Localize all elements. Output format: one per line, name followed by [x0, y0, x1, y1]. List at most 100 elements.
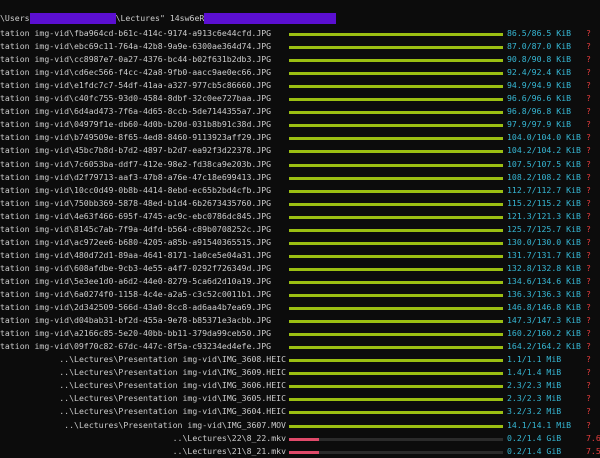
- file-path: tation img-vid\7c6053ba-ddf7-412e-98e2-f…: [0, 158, 272, 169]
- progress-fill: [289, 294, 503, 297]
- transfer-size: 96.8/96.8 KiB: [507, 106, 572, 117]
- progress-fill: [289, 424, 503, 428]
- file-path: tation img-vid\04979f1e-db60-4d0b-b20d-0…: [0, 119, 272, 130]
- transfer-row: tation img-vid\45bc7b8d-b7d2-4897-b2d7-e…: [0, 144, 600, 157]
- speed-indicator: ?: [586, 197, 591, 208]
- transfer-row: tation img-vid\5e3ee1d0-a6d2-44e0-8279-5…: [0, 275, 600, 288]
- transfer-row: tation img-vid\6a0274f0-1158-4c4e-a2a5-c…: [0, 288, 600, 301]
- progress-bar: [289, 450, 503, 454]
- transfer-size: 90.8/90.8 KiB: [507, 54, 572, 65]
- progress-bar: [289, 254, 503, 258]
- transfer-row: tation img-vid\d2f79713-aaf3-47b8-a76e-4…: [0, 171, 600, 184]
- transfer-row: ..\Lectures\Presentation img-vid\IMG_360…: [0, 392, 600, 405]
- transfer-size: 104.0/104.0 KiB: [507, 132, 581, 143]
- file-path: tation img-vid\b749509e-8f65-4ed8-8460-9…: [0, 132, 272, 143]
- progress-fill: [289, 176, 503, 180]
- progress-bar: [289, 320, 503, 324]
- transfer-row: tation img-vid\a2166c85-5e20-40bb-bb11-3…: [0, 327, 600, 340]
- speed-indicator: ?: [586, 406, 591, 417]
- transfer-row: tation img-vid\6d4ad473-7f6a-4d65-8ccb-5…: [0, 105, 600, 118]
- progress-bar: [289, 124, 503, 128]
- file-path: tation img-vid\ac972ee6-b680-4205-a85b-a…: [0, 236, 272, 247]
- file-path: tation img-vid\d2f79713-aaf3-47b8-a76e-4…: [0, 171, 272, 182]
- speed-indicator: 7.5: [586, 445, 600, 456]
- progress-bar: [289, 307, 503, 311]
- transfer-size: 147.3/147.3 KiB: [507, 315, 581, 326]
- transfer-row: tation img-vid\cc8987e7-0a27-4376-bc44-b…: [0, 53, 600, 66]
- file-path: tation img-vid\fba964cd-b61c-414c-9174-a…: [0, 28, 272, 38]
- transfer-row: ..\Lectures\Presentation img-vid\IMG_360…: [0, 379, 600, 392]
- file-path: tation img-vid\cc8987e7-0a27-4376-bc44-b…: [0, 54, 272, 65]
- speed-indicator: ?: [586, 106, 591, 117]
- progress-bar: [289, 111, 503, 115]
- progress-bar: [289, 241, 503, 245]
- progress-fill: [289, 189, 503, 193]
- progress-bar: [289, 333, 503, 337]
- progress-fill: [289, 450, 319, 454]
- file-path: tation img-vid\4e63f466-695f-4745-ac9c-e…: [0, 210, 272, 221]
- progress-fill: [289, 411, 503, 415]
- speed-indicator: ?: [586, 354, 591, 365]
- transfer-size: 3.2/3.2 MiB: [507, 406, 562, 417]
- transfer-row: tation img-vid\04979f1e-db60-4d0b-b20d-0…: [0, 118, 600, 131]
- speed-indicator: ?: [586, 341, 591, 352]
- progress-fill: [289, 163, 503, 167]
- file-path: tation img-vid\10cc0d49-0b8b-4414-8ebd-e…: [0, 184, 272, 195]
- progress-fill: [289, 137, 503, 141]
- command-line: \Users \Lectures" 14sw6eR: [0, 13, 600, 26]
- progress-bar: [289, 46, 503, 50]
- file-path: tation img-vid\6d4ad473-7f6a-4d65-8ccb-5…: [0, 106, 272, 117]
- transfer-row: ..\Lectures\Presentation img-vid\IMG_360…: [0, 353, 600, 366]
- speed-indicator: ?: [586, 41, 591, 52]
- file-path: ..\Lectures\22\8_22.mkv: [172, 432, 286, 443]
- transfer-row: tation img-vid\fba964cd-b61c-414c-9174-a…: [0, 27, 600, 40]
- progress-fill: [289, 59, 503, 63]
- progress-bar: [289, 137, 503, 141]
- progress-bar: [289, 294, 503, 297]
- transfer-row: ..\Lectures\Presentation img-vid\IMG_360…: [0, 419, 600, 432]
- file-path: tation img-vid\750bb369-5878-48ed-b1d4-6…: [0, 197, 272, 208]
- progress-bar: [289, 150, 503, 154]
- transfer-size: 125.7/125.7 KiB: [507, 223, 581, 234]
- speed-indicator: ?: [586, 132, 591, 143]
- file-path: tation img-vid\a2166c85-5e20-40bb-bb11-3…: [0, 328, 272, 339]
- progress-fill: [289, 333, 503, 337]
- speed-indicator: ?: [586, 262, 591, 273]
- file-path: ..\Lectures\Presentation img-vid\IMG_360…: [59, 354, 286, 365]
- speed-indicator: ?: [586, 419, 591, 430]
- speed-indicator: ?: [586, 158, 591, 169]
- progress-fill: [289, 124, 503, 128]
- transfer-size: 130.0/130.0 KiB: [507, 236, 581, 247]
- progress-bar: [289, 98, 503, 102]
- speed-indicator: ?: [586, 67, 591, 78]
- progress-fill: [289, 85, 503, 89]
- transfer-size: 1.4/1.4 MiB: [507, 367, 562, 378]
- transfer-size: 131.7/131.7 KiB: [507, 249, 581, 260]
- transfer-size: 146.8/146.8 KiB: [507, 302, 581, 313]
- transfer-row: ..\Lectures\Presentation img-vid\IMG_360…: [0, 366, 600, 379]
- transfer-size: 108.2/108.2 KiB: [507, 171, 581, 182]
- speed-indicator: ?: [586, 119, 591, 130]
- transfer-row: tation img-vid\480d72d1-89aa-4641-8171-1…: [0, 249, 600, 262]
- transfer-size: 160.2/160.2 KiB: [507, 328, 581, 339]
- speed-indicator: ?: [586, 223, 591, 234]
- transfer-size: 107.5/107.5 KiB: [507, 158, 581, 169]
- progress-bar: [289, 163, 503, 167]
- transfer-row: tation img-vid\608afdbe-9cb3-4e55-a4f7-0…: [0, 262, 600, 275]
- progress-fill: [289, 202, 503, 206]
- speed-indicator: ?: [586, 210, 591, 221]
- progress-bar: [289, 424, 503, 428]
- file-path: tation img-vid\8145c7ab-7f9a-4dfd-b564-c…: [0, 223, 272, 234]
- progress-fill: [289, 359, 503, 363]
- progress-bar: [289, 280, 503, 284]
- transfer-row: tation img-vid\2d342509-566d-43a0-8cc8-a…: [0, 301, 600, 314]
- progress-bar: [289, 215, 503, 219]
- file-path: tation img-vid\c40fc755-93d0-4584-8dbf-3…: [0, 93, 272, 104]
- file-path: ..\Lectures\21\8_21.mkv: [172, 445, 286, 456]
- transfer-row: ..\Lectures\Presentation img-vid\IMG_360…: [0, 405, 600, 418]
- transfer-size: 0.2/1.4 GiB: [507, 445, 562, 456]
- speed-indicator: ?: [586, 393, 591, 404]
- transfer-size: 132.8/132.8 KiB: [507, 262, 581, 273]
- transfer-row: tation img-vid\ebc69c11-764a-42b8-9a9e-6…: [0, 40, 600, 53]
